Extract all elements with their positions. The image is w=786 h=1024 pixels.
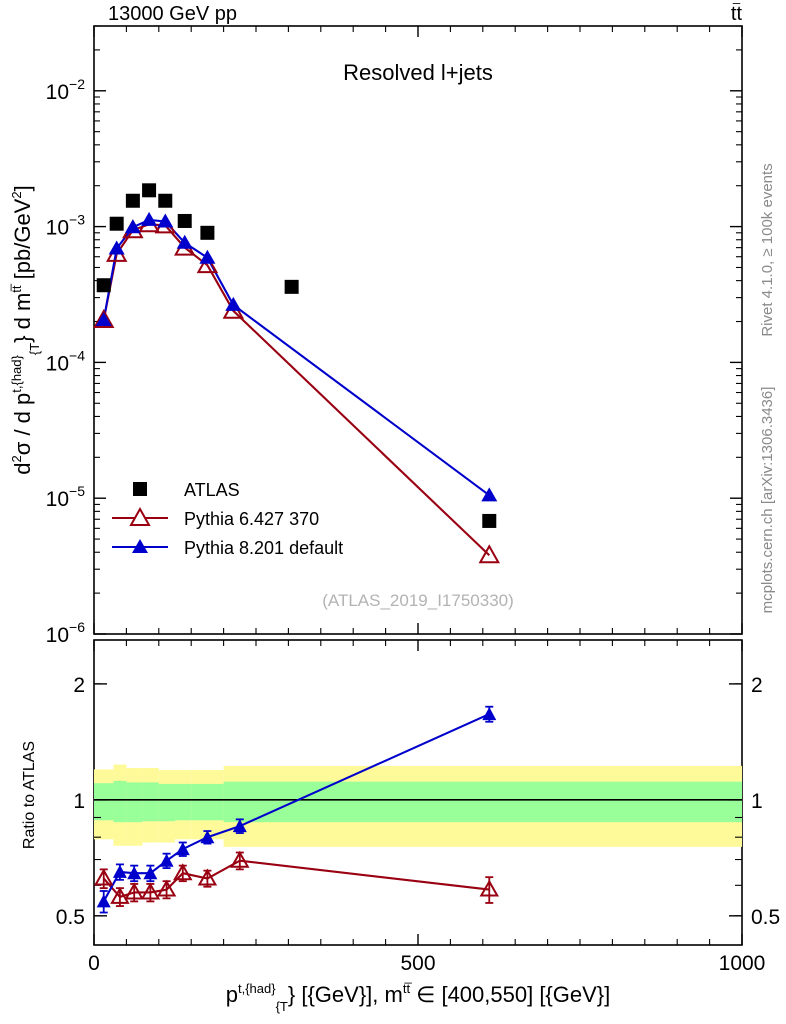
ratio-band-inner bbox=[175, 783, 192, 821]
ratio-uncertainty-bands bbox=[94, 764, 742, 847]
series-line-pythia bbox=[102, 223, 491, 557]
ratio-band-inner bbox=[126, 782, 143, 823]
pythia8-point bbox=[141, 211, 158, 226]
atlas-point bbox=[125, 193, 140, 208]
ratio-ytick-label-left: 1 bbox=[73, 790, 85, 813]
legend-marker-pythia6 bbox=[129, 506, 151, 526]
x-axis-title: pt,{had}{T} [{GeV}], mtt̅ ∈ [400,550] [{… bbox=[226, 981, 611, 1014]
svg-text:Ratio to ATLAS: Ratio to ATLAS bbox=[21, 741, 38, 849]
ratio-point-pythia8 bbox=[112, 864, 127, 878]
x-axis-tick-labels: 0 500 1000 bbox=[88, 952, 765, 975]
pythia8-point bbox=[95, 312, 112, 327]
ratio-point-pythia6 bbox=[173, 863, 193, 881]
ratio-point-pythia6 bbox=[230, 850, 250, 868]
ratio-point-pythia8 bbox=[232, 819, 247, 833]
legend-marker-atlas bbox=[133, 482, 147, 496]
pythia8-point bbox=[225, 296, 242, 311]
pythia6-point bbox=[93, 309, 115, 329]
legend-label: ATLAS bbox=[184, 480, 240, 500]
x-tick-label: 1000 bbox=[719, 952, 766, 975]
ratio-ytick-label-right: 1 bbox=[751, 790, 763, 813]
atlas-point bbox=[109, 216, 124, 231]
mcplots-label: mcplots.cern.ch [arXiv:1306.3436] bbox=[759, 387, 776, 614]
ratio-ylabel: Ratio to ATLAS bbox=[21, 741, 38, 849]
ratio-point-pythia8 bbox=[482, 707, 497, 721]
x-tick-label: 0 bbox=[88, 952, 100, 975]
main-ytick-label: 10−3 bbox=[46, 212, 86, 240]
ratio-y-ticks: 2 2 1 1 0.5 0.5 bbox=[56, 674, 780, 929]
ratio-point-pythia8 bbox=[96, 894, 111, 908]
atlas-point bbox=[284, 279, 299, 294]
atlas-point bbox=[177, 213, 192, 228]
ratio-point-pythia8 bbox=[143, 866, 158, 880]
process-label: t̅t bbox=[731, 3, 743, 25]
pythia6-point bbox=[478, 544, 500, 564]
analysis-watermark: (ATLAS_2019_I1750330) bbox=[322, 591, 514, 610]
series-line-pythia bbox=[102, 218, 490, 497]
pythia6-point bbox=[196, 254, 219, 274]
svg-text:Rivet 4.1.0, ≥ 100k events: Rivet 4.1.0, ≥ 100k events bbox=[759, 163, 776, 336]
ratio-point-pythia6 bbox=[124, 882, 144, 900]
legend-label: Pythia 6.427 370 bbox=[184, 509, 319, 529]
atlas-point bbox=[142, 183, 157, 198]
ratio-point-pythia6 bbox=[140, 882, 161, 900]
main-ylabel: d2σ / d pt,{had}{T} d mtt̅ [pb/GeV2] bbox=[9, 185, 42, 474]
ratio-point-pythia6 bbox=[197, 868, 218, 886]
main-ytick-label: 10−6 bbox=[46, 619, 86, 647]
ratio-ytick-label-left: 0.5 bbox=[56, 906, 85, 929]
pythia8-point bbox=[176, 234, 193, 249]
legend: ATLAS Pythia 6.427 370 Pythia 8.201 defaul… bbox=[112, 480, 343, 558]
svg-text:pt,{had}{T} [{GeV}], mtt̅ ∈ [4: pt,{had}{T} [{GeV}], mtt̅ ∈ [400,550] [{… bbox=[226, 981, 611, 1014]
svg-text:mcplots.cern.ch [arXiv:1306.34: mcplots.cern.ch [arXiv:1306.3436] bbox=[759, 387, 776, 614]
panel-title: Resolved l+jets bbox=[343, 60, 493, 85]
ratio-point-pythia8 bbox=[127, 866, 142, 880]
ratio-band-inner bbox=[113, 780, 127, 823]
legend-label: Pythia 8.201 default bbox=[184, 538, 343, 558]
beam-energy-label: 13000 GeV pp bbox=[108, 3, 237, 25]
ratio-ytick-label-right: 2 bbox=[751, 674, 763, 697]
pythia8-point bbox=[481, 487, 498, 502]
ratio-point-pythia8 bbox=[159, 853, 174, 867]
atlas-point bbox=[482, 513, 497, 528]
ratio-band-inner bbox=[191, 783, 224, 821]
main-ytick-label: 10−2 bbox=[46, 76, 86, 104]
ratio-band-inner bbox=[256, 781, 742, 823]
pythia8-point bbox=[124, 219, 141, 234]
x-tick-label: 500 bbox=[400, 952, 435, 975]
atlas-point bbox=[96, 278, 111, 293]
ratio-point-pythia6 bbox=[93, 868, 114, 886]
ratio-data-layer bbox=[93, 705, 500, 914]
atlas-point bbox=[158, 193, 173, 208]
ratio-point-pythia8 bbox=[200, 830, 215, 844]
ratio-band-inner bbox=[223, 781, 256, 823]
svg-text:d2σ / d pt,{had}{T} d mtt̅ [pb: d2σ / d pt,{had}{T} d mtt̅ [pb/GeV2] bbox=[9, 185, 42, 474]
pythia8-point bbox=[199, 249, 216, 264]
ratio-point-pythia8 bbox=[175, 842, 190, 856]
ratio-band-inner bbox=[94, 783, 114, 821]
main-data-layer bbox=[93, 183, 500, 564]
atlas-point bbox=[200, 225, 215, 240]
main-x-ticks bbox=[93, 26, 743, 634]
ratio-ytick-label-right: 0.5 bbox=[751, 906, 780, 929]
svg-text:t̅t: t̅t bbox=[731, 3, 743, 25]
ratio-point-pythia6 bbox=[156, 879, 177, 897]
rivet-version-label: Rivet 4.1.0, ≥ 100k events bbox=[759, 163, 776, 336]
ratio-ytick-label-left: 2 bbox=[73, 674, 85, 697]
pythia8-point bbox=[108, 240, 125, 255]
ratio-band-inner bbox=[142, 782, 159, 822]
pythia8-point bbox=[157, 213, 174, 228]
ratio-point-pythia6 bbox=[110, 886, 130, 904]
main-ytick-label: 10−5 bbox=[46, 483, 86, 511]
ratio-band-inner bbox=[158, 783, 175, 822]
main-y-ticks: 10−6 10−5 10−4 10−3 10−2 bbox=[46, 25, 742, 647]
ratio-x-ticks bbox=[93, 640, 743, 945]
ratio-point-pythia6 bbox=[479, 879, 500, 897]
legend-marker-pythia8 bbox=[132, 539, 148, 553]
main-ytick-label: 10−4 bbox=[46, 347, 86, 375]
